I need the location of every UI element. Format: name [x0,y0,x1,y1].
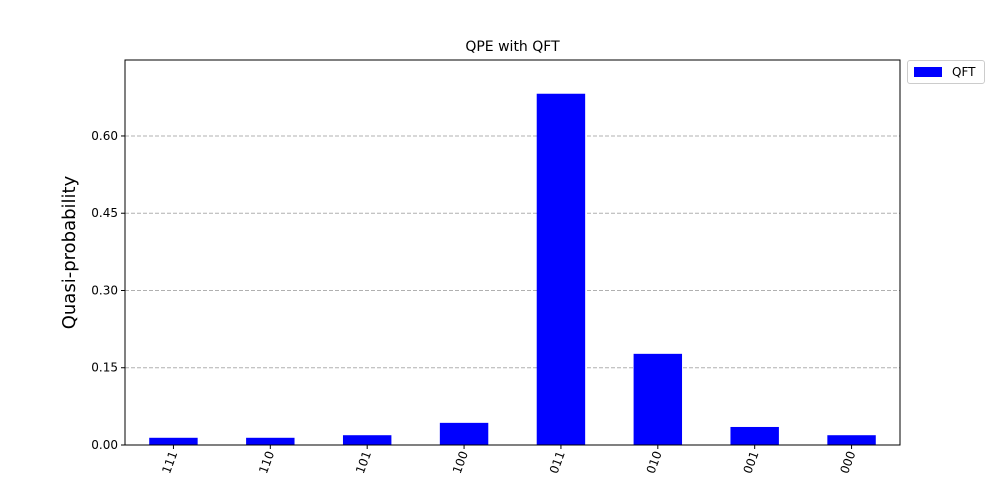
bar-110 [246,437,295,445]
bar-100 [439,422,489,445]
x-tick-label: 001 [741,449,762,475]
legend-label: QFT [952,65,976,79]
legend: QFT [907,60,985,84]
bar-011 [536,93,586,446]
y-tick-label: 0.30 [91,283,118,297]
grid-lines [125,135,900,369]
bar-111 [149,437,198,445]
x-tick-label: 011 [547,449,568,475]
x-ticks: 111 110 101 100 011 010 001 000 [159,445,858,476]
bar-101 [342,435,392,445]
x-tick-label: 100 [450,449,471,475]
x-tick-label: 010 [644,449,665,475]
chart-title: QPE with QFT [465,39,560,55]
x-tick-label: 000 [837,449,858,475]
y-axis-label: Quasi-probability [59,175,80,329]
bar-000 [827,435,876,445]
y-tick-label: 0.00 [91,438,118,452]
y-ticks: 0.00 0.15 0.30 0.45 0.60 [91,129,125,452]
plot-frame [124,59,901,446]
bar-010 [633,353,683,445]
bar-001 [730,426,779,445]
x-tick-label: 110 [256,449,277,475]
bars [149,93,876,446]
x-tick-label: 101 [353,449,374,475]
y-tick-label: 0.45 [91,206,118,220]
legend-swatch [914,67,942,77]
y-tick-label: 0.15 [91,361,118,375]
y-tick-label: 0.60 [91,129,118,143]
x-tick-label: 111 [159,449,180,475]
